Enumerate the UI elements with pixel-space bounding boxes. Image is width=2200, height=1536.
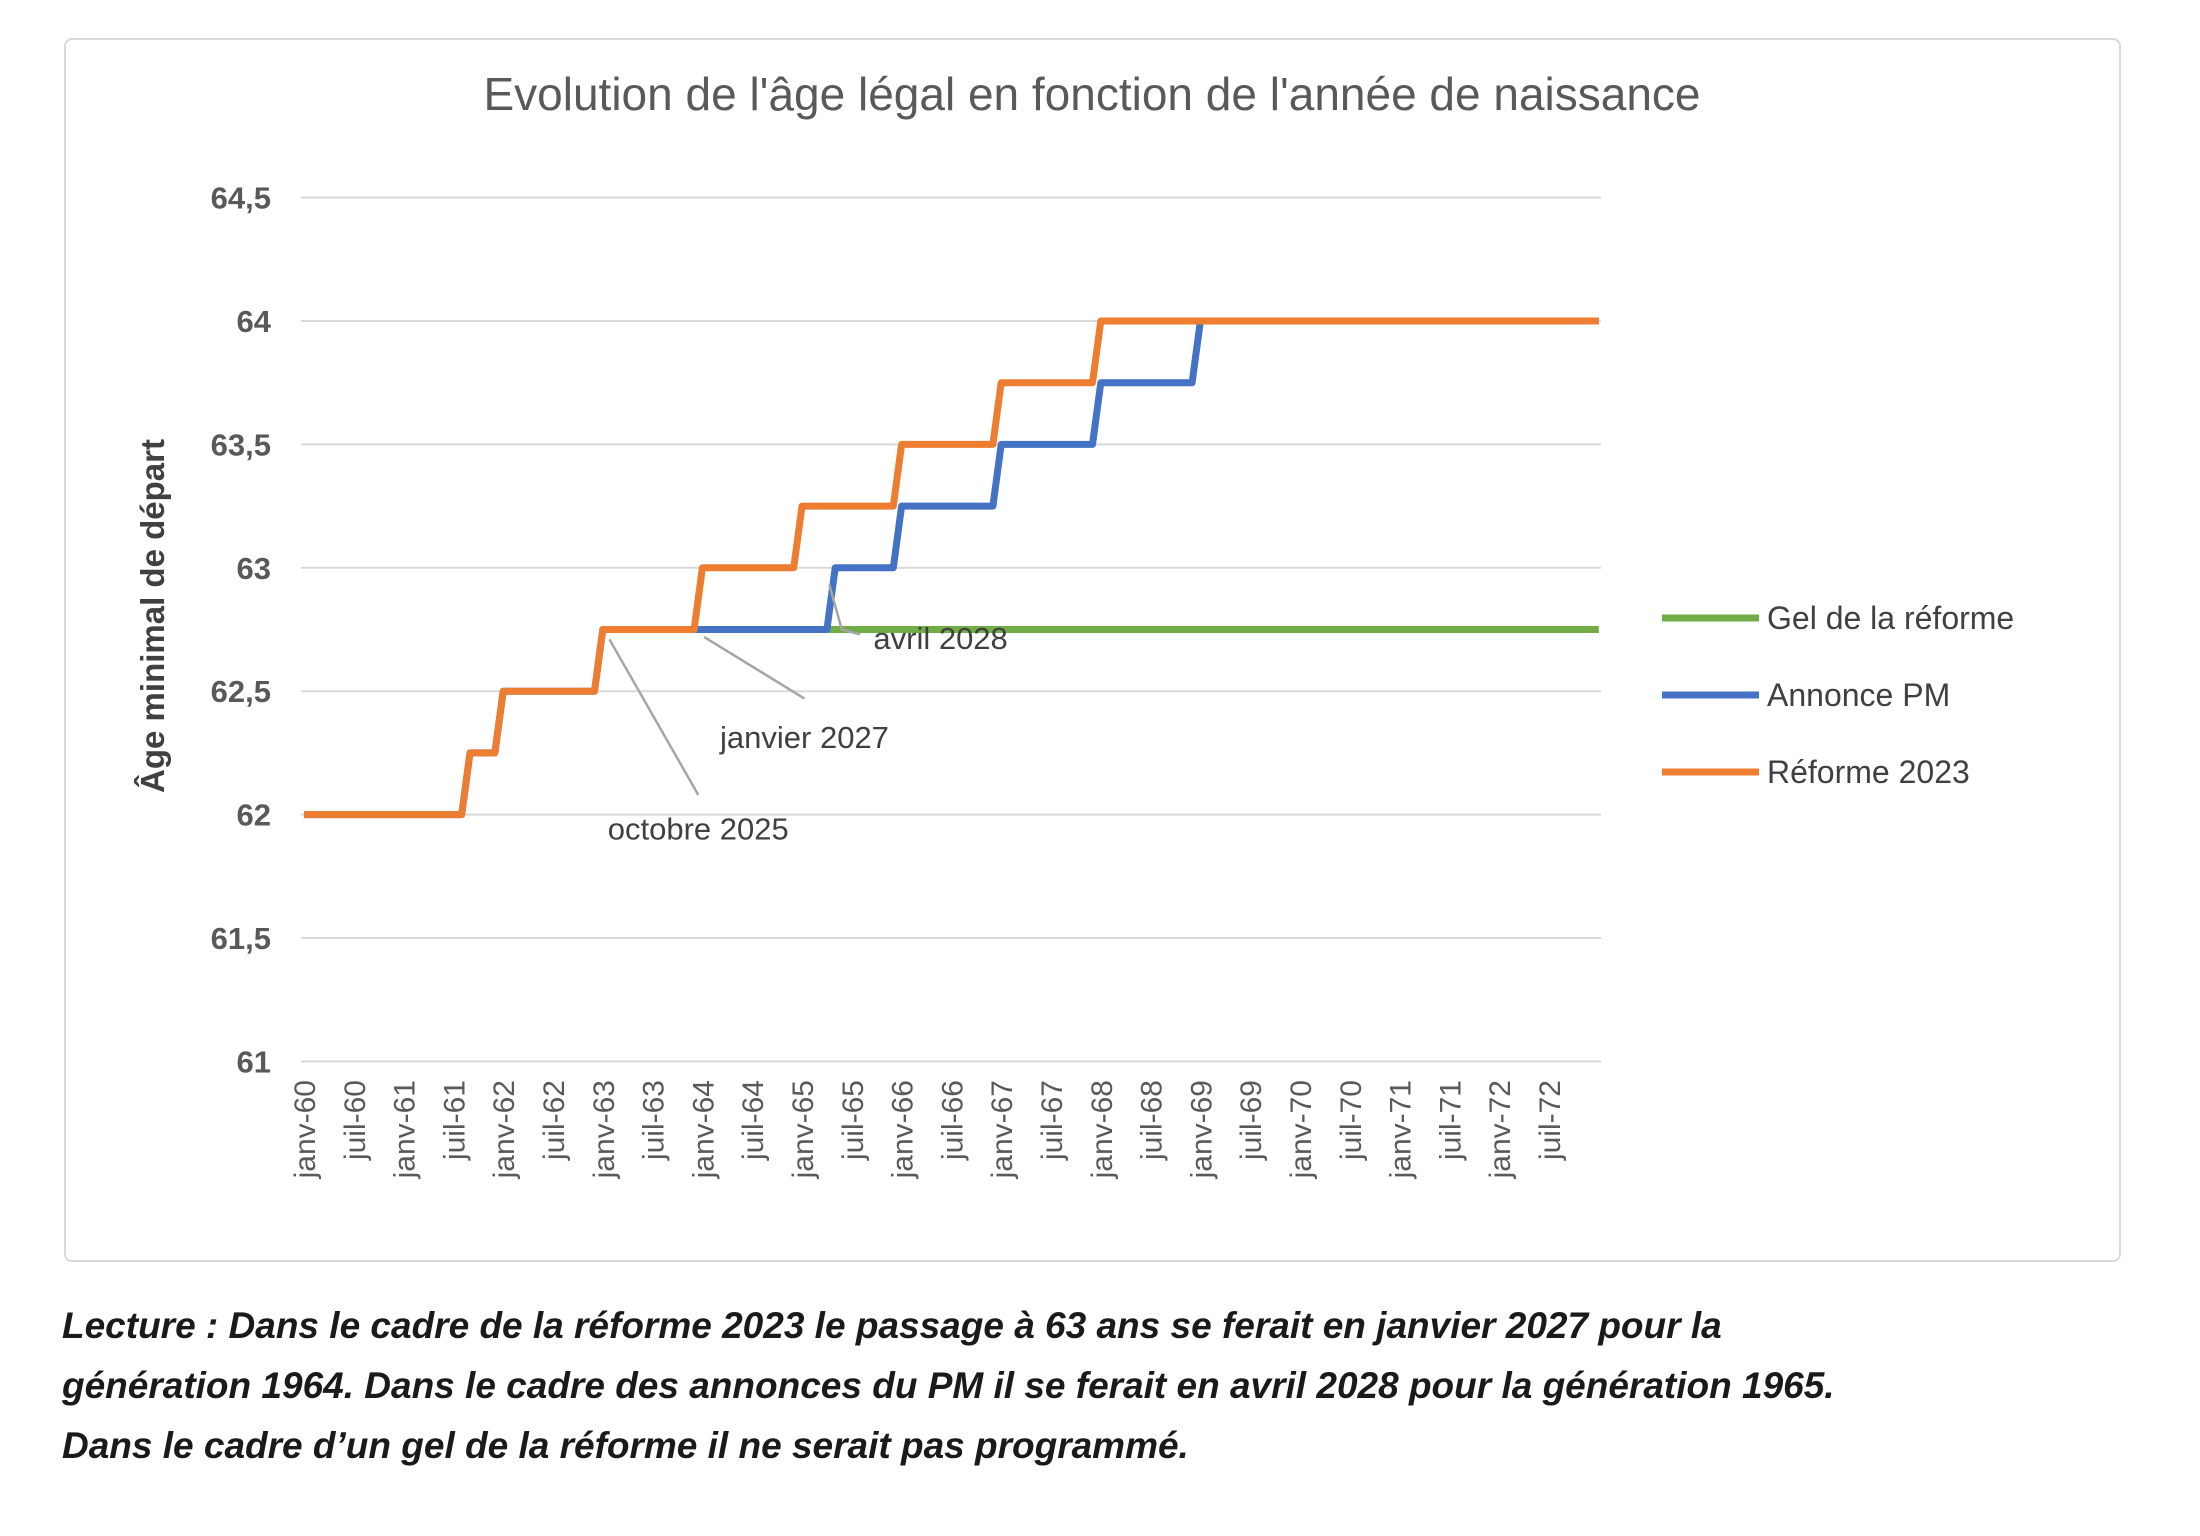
x-tick-label: juil-64: [737, 1080, 770, 1161]
y-tick-label: 64: [237, 304, 272, 339]
caption: Lecture : Dans le cadre de la réforme 20…: [62, 1296, 2152, 1476]
x-tick-label: juil-63: [638, 1080, 671, 1161]
y-tick-label: 61: [237, 1044, 271, 1079]
x-axis-tick-labels: janv-60 juil-60 janv-61 juil-61 janv-62 juil-…: [289, 1080, 1567, 1179]
x-tick-label: janv-69: [1185, 1080, 1218, 1179]
y-axis-tick-labels: 64,5 64 63,5 63 62,5 62 61,5 61: [211, 181, 272, 1080]
x-tick-label: janv-60: [289, 1080, 322, 1179]
x-tick-label: janv-65: [787, 1080, 820, 1179]
x-tick-label: juil-72: [1534, 1080, 1567, 1161]
x-tick-label: juil-70: [1335, 1080, 1368, 1161]
annotation-label: janvier 2027: [719, 720, 889, 755]
y-tick-label: 64,5: [211, 181, 271, 216]
annotation-octobre-2025: octobre 2025: [608, 638, 789, 846]
y-tick-label: 62: [237, 798, 271, 833]
annotation-avril-2028: avril 2028: [828, 584, 1008, 656]
y-tick-label: 62,5: [211, 674, 271, 709]
legend-item-reforme-2023: Réforme 2023: [1662, 754, 1970, 790]
legend-label: Réforme 2023: [1767, 754, 1970, 790]
x-tick-label: janv-68: [1086, 1080, 1119, 1179]
x-tick-label: juil-68: [1136, 1080, 1169, 1161]
x-tick-label: janv-72: [1484, 1080, 1517, 1179]
annotation-label: avril 2028: [873, 621, 1007, 656]
chart-title: Evolution de l'âge légal en fonction de …: [483, 68, 1700, 120]
x-tick-label: juil-61: [438, 1080, 471, 1161]
x-tick-label: juil-62: [538, 1080, 571, 1161]
x-tick-label: janv-71: [1385, 1080, 1418, 1179]
x-tick-label: juil-60: [339, 1080, 372, 1161]
series-reforme-2023: [304, 317, 1599, 819]
chart-container: Evolution de l'âge légal en fonction de …: [64, 38, 2121, 1262]
annotation-leader-line: [608, 638, 700, 796]
x-tick-label: juil-66: [936, 1080, 969, 1161]
legend: Gel de la réforme Annonce PM Réforme 2023: [1662, 600, 2014, 790]
legend-item-gel-de-la-reforme: Gel de la réforme: [1662, 600, 2014, 636]
x-tick-label: janv-67: [986, 1080, 1019, 1179]
x-tick-label: janv-70: [1285, 1080, 1318, 1179]
legend-label: Gel de la réforme: [1767, 600, 2014, 636]
x-tick-label: juil-67: [1036, 1080, 1069, 1161]
x-tick-label: janv-63: [588, 1080, 621, 1179]
annotation-janvier-2027: janvier 2027: [703, 635, 889, 755]
caption-line-3: Dans le cadre d’un gel de la réforme il …: [62, 1425, 1189, 1466]
x-tick-label: juil-71: [1434, 1080, 1467, 1161]
caption-line-1: Lecture : Dans le cadre de la réforme 20…: [62, 1305, 1722, 1346]
annotation-leader-line: [828, 584, 861, 636]
annotation-leader-line: [703, 635, 806, 700]
y-axis-title: Âge minimal de départ: [134, 439, 171, 793]
legend-item-annonce-pm: Annonce PM: [1662, 677, 1950, 713]
retirement-age-chart: Evolution de l'âge légal en fonction de …: [134, 68, 2014, 1179]
caption-line-2: génération 1964. Dans le cadre des annon…: [62, 1365, 1835, 1406]
legend-label: Annonce PM: [1767, 677, 1950, 713]
annotation-label: octobre 2025: [608, 811, 789, 846]
x-tick-label: janv-61: [389, 1080, 422, 1179]
x-tick-label: janv-66: [887, 1080, 920, 1179]
y-tick-label: 63: [237, 551, 271, 586]
x-tick-label: janv-62: [488, 1080, 521, 1179]
y-tick-label: 61,5: [211, 921, 271, 956]
x-tick-label: janv-64: [687, 1080, 720, 1179]
x-tick-label: juil-65: [837, 1080, 870, 1161]
y-tick-label: 63,5: [211, 427, 271, 462]
x-tick-label: juil-69: [1235, 1080, 1268, 1161]
